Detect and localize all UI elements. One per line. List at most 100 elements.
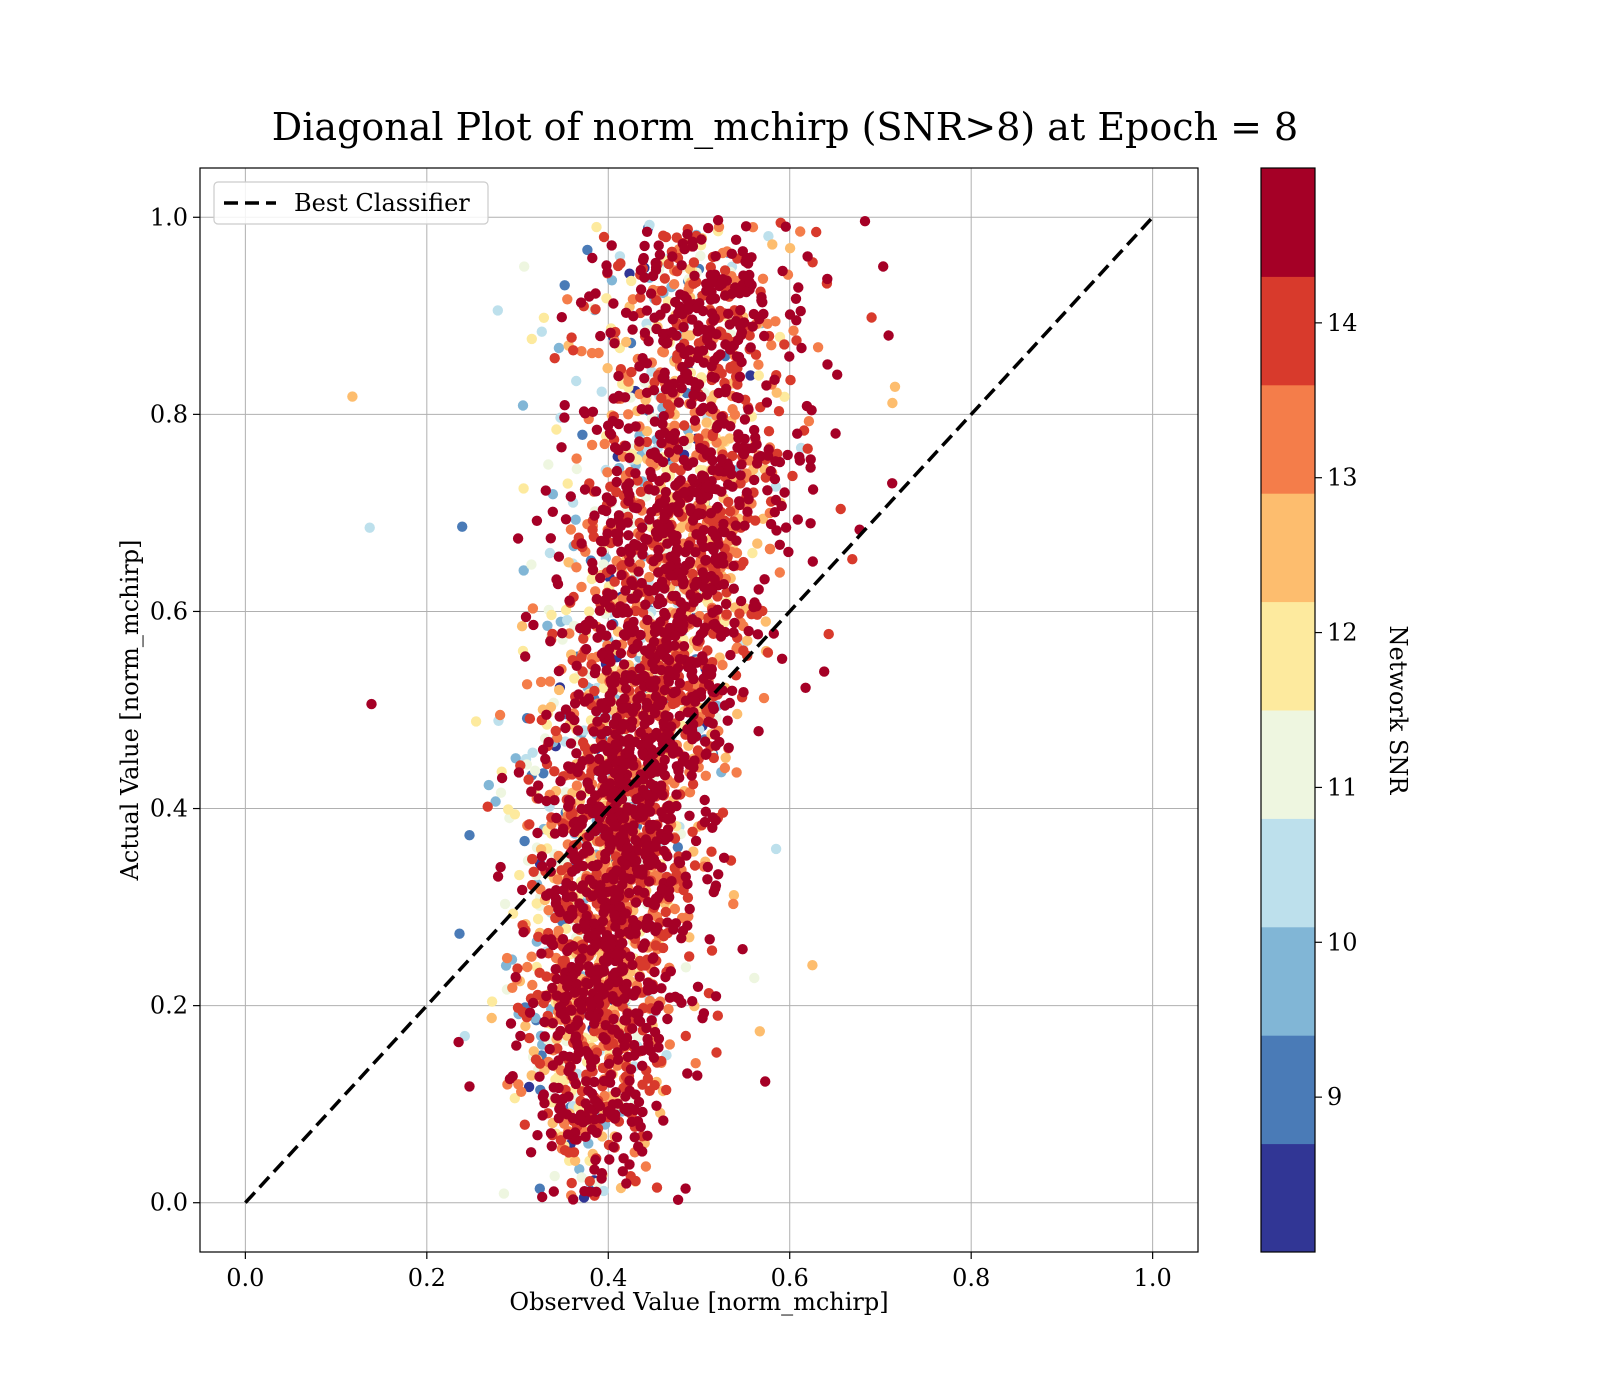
legend[interactable]: Best Classifier [213,181,489,225]
scatter-point [577,902,589,914]
x-axis-ticks: 0.0 0.2 0.4 0.6 0.8 1.0 [226,1252,1172,1292]
x-tick-label: 1.0 [1134,1264,1172,1292]
scatter-point [563,1066,574,1077]
scatter-point [762,318,773,329]
scatter-point [610,1087,621,1098]
scatter-point [584,754,595,765]
scatter-point [649,899,661,911]
scatter-point [688,257,700,268]
scatter-point [613,510,625,521]
scatter-point [691,302,703,314]
scatter-point [670,697,681,708]
scatter-point [563,1147,574,1158]
scatter-point [549,353,560,364]
scatter-point [705,669,717,680]
scatter-point [726,248,737,259]
scatter-point [660,472,671,483]
scatter-point [642,1130,653,1142]
scatter-point [575,790,587,801]
scatter-point [593,753,605,765]
scatter-point [541,709,552,720]
scatter-point [608,298,619,309]
scatter-point [562,945,573,957]
scatter-point [567,880,578,892]
scatter-point [676,933,687,944]
scatter-point [736,356,747,368]
scatter-point [623,495,634,507]
scatter-point [671,800,682,812]
scatter-point [635,292,646,303]
scatter-point [573,689,584,700]
scatter-point [676,383,687,394]
scatter-point [555,1008,566,1019]
scatter-point [568,345,579,356]
scatter-point [550,964,561,975]
scatter-point [649,377,660,388]
scatter-point [511,1040,522,1051]
scatter-point [619,1104,630,1115]
scatter-point [544,676,556,687]
scatter-point [626,576,637,587]
scatter-point [576,346,587,357]
scatter-point [791,335,802,346]
scatter-point [599,902,610,913]
scatter-point [773,406,785,417]
scatter-point [606,564,617,575]
scatter-point [634,436,645,447]
scatter-point [519,1119,530,1130]
scatter-point [627,626,638,638]
scatter-point [663,800,675,811]
scatter-point [795,226,806,237]
scatter-point [667,502,678,513]
scatter-point [669,903,681,915]
scatter-point [584,830,595,842]
scatter-point [711,329,722,340]
scatter-point [613,370,624,382]
scatter-point [589,975,601,986]
scatter-point [672,444,684,455]
scatter-point [565,491,576,502]
x-tick-label: 0.6 [771,1264,809,1292]
scatter-point [347,391,358,402]
scatter-point [642,614,653,626]
scatter-point [717,659,728,671]
scatter-point [785,374,796,386]
colorbar-tick-label: 12 [1327,619,1358,647]
scatter-point [674,678,685,689]
scatter-point [734,371,746,382]
scatter-point [670,630,681,642]
scatter-point [526,1070,537,1081]
scatter-point [608,993,619,1005]
scatter-point [536,326,547,337]
scatter-point [883,330,894,341]
scatter-point [520,611,532,623]
scatter-point [762,450,774,461]
scatter-point [621,1178,632,1189]
scatter-point [524,819,535,830]
scatter-point [584,1176,595,1187]
scatter-point [669,420,680,431]
scatter-point [632,693,643,705]
scatter-point [650,257,661,269]
scatter-point [735,595,747,607]
scatter-point [760,616,771,627]
scatter-point [457,521,468,532]
scatter-point [770,456,781,467]
scatter-point [623,887,635,899]
scatter-point [509,809,521,820]
scatter-point [523,774,534,785]
scatter-point [603,980,614,991]
scatter-point [697,534,708,545]
colorbar-tick-label: 13 [1327,464,1358,492]
scatter-point [628,616,639,628]
scatter-point [640,1161,652,1172]
scatter-point [658,411,669,422]
scatter-point [598,1075,610,1087]
scatter-point [743,404,754,415]
scatter-point [660,710,671,721]
scatter-point [498,1188,510,1199]
scatter-point [566,332,577,343]
scatter-point [494,709,506,721]
scatter-point [764,544,776,555]
scatter-point [757,273,769,284]
